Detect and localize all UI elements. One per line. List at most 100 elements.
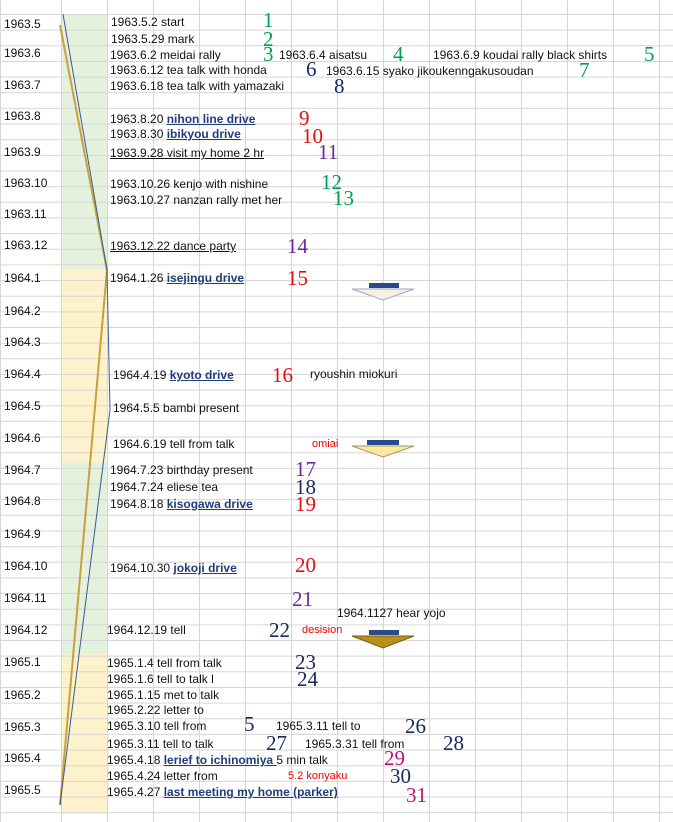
entry-1965-1-4[interactable]: 1965.1.4 tell from talk <box>107 656 222 670</box>
row-label-1963-6: 1963.6 <box>4 46 41 60</box>
entry-visit-home[interactable]: 1963.9.28 visit my home 2 hr <box>110 146 265 160</box>
index-number: 8 <box>334 74 345 98</box>
row-label-1964-11: 1964.11 <box>4 591 47 605</box>
entry-1965-1-15[interactable]: 1965.1.15 met to talk <box>107 688 220 702</box>
entry-desision[interactable]: desision <box>302 624 343 636</box>
row-label-1963-5: 1963.5 <box>4 17 41 31</box>
entry-1965-2-22[interactable]: 1965.2.22 letter to <box>107 703 204 717</box>
row-label-1965-4: 1965.4 <box>4 751 41 765</box>
entry-letter-from[interactable]: 1965.4.24 letter from <box>107 769 218 783</box>
entry-syako[interactable]: 1963.6.15 syako jikoukenngakusoudan <box>326 64 534 78</box>
index-number: 18 <box>295 475 316 499</box>
entry-title-link[interactable]: kyoto drive <box>169 368 234 382</box>
entry-tell-from-talk[interactable]: 1964.6.19 tell from talk <box>113 437 235 451</box>
index-number: 5 <box>644 42 655 66</box>
index-number: 2 <box>263 27 274 51</box>
entry-1965-3-31[interactable]: 1965.3.31 tell from <box>305 737 405 751</box>
index-number: 1 <box>263 8 274 32</box>
entry-tea-talk-honda[interactable]: 1963.6.12 tea talk with honda <box>110 63 267 77</box>
row-label-1963-10: 1963.10 <box>4 176 48 190</box>
row-label-1964-6: 1964.6 <box>4 431 41 445</box>
entry-mark[interactable]: 1963.5.29 mark <box>111 32 195 46</box>
entry-title-link[interactable]: nihon line drive <box>166 112 256 126</box>
entry-title-link[interactable]: isejingu drive <box>166 271 245 285</box>
index-number: 3 <box>263 42 274 66</box>
row-label-1964-8: 1964.8 <box>4 494 41 508</box>
index-number: 24 <box>297 667 318 691</box>
entry-title-link[interactable]: lerief to ichinomiya <box>163 753 277 767</box>
row-label-1963-7: 1963.7 <box>4 78 41 92</box>
index-number: 23 <box>295 650 316 674</box>
index-number: 29 <box>384 746 405 770</box>
index-number: 26 <box>405 714 426 738</box>
entry-eliese-tea[interactable]: 1964.7.24 eliese tea <box>110 480 219 494</box>
entry-title-link[interactable]: kisogawa drive <box>166 497 253 511</box>
row-label-1964-7: 1964.7 <box>4 463 41 477</box>
entry-1965-3-11-talk[interactable]: 1965.3.11 tell to talk <box>107 737 214 751</box>
entry-hear-yojo[interactable]: 1964.1127 hear yojo <box>337 606 446 620</box>
entry-date: 1964.8.18 <box>110 497 167 511</box>
index-number: 12 <box>321 170 342 194</box>
entry-kyoto-drive[interactable]: 1964.4.19 kyoto drive <box>113 368 234 382</box>
row-label-1965-1: 1965.1 <box>4 655 41 669</box>
yellow-band <box>61 269 107 462</box>
entry-kisogawa-drive[interactable]: 1964.8.18 kisogawa drive <box>110 497 253 511</box>
index-number: 15 <box>287 266 308 290</box>
entry-dance-party[interactable]: 1963.12.22 dance party <box>110 239 237 253</box>
index-number: 13 <box>333 186 354 210</box>
entry-konyaku[interactable]: 5.2 konyaku <box>288 770 348 782</box>
row-label-1965-2: 1965.2 <box>4 688 41 702</box>
index-number: 10 <box>302 124 323 148</box>
entry-start[interactable]: 1963.5.2 start <box>111 15 185 29</box>
entry-ibikyou-drive[interactable]: 1963.8.30 ibikyou drive <box>110 127 241 141</box>
entry-koudai-rally[interactable]: 1963.6.9 koudai rally black shirts <box>433 48 608 62</box>
row-label-1964-9: 1964.9 <box>4 527 41 541</box>
entry-aisatsu[interactable]: 1963.6.4 aisatsu <box>279 48 368 62</box>
entry-nihon-line-drive[interactable]: 1963.8.20 nihon line drive <box>110 112 255 126</box>
index-number: 28 <box>443 731 464 755</box>
entry-bambi[interactable]: 1964.5.5 bambi present <box>113 401 240 415</box>
entry-jokoji-drive[interactable]: 1964.10.30 jokoji drive <box>110 561 237 575</box>
row-label-1965-5: 1965.5 <box>4 783 41 797</box>
entry-nanzan-rally[interactable]: 1963.10.27 nanzan rally met her <box>110 193 283 207</box>
row-label-1964-1: 1964.1 <box>4 271 41 285</box>
entry-tea-talk-yamazaki[interactable]: 1963.6.18 tea talk with yamazaki <box>110 79 285 93</box>
entry-lerief-ichinomiya[interactable]: 1965.4.18 lerief to ichinomiya 5 min tal… <box>107 753 328 767</box>
entry-kenjo[interactable]: 1963.10.26 kenjo with nishine <box>110 177 269 191</box>
row-label-1964-5: 1964.5 <box>4 399 41 413</box>
entry-title-link[interactable]: jokoji drive <box>173 561 237 575</box>
row-label-1963-8: 1963.8 <box>4 109 41 123</box>
entry-date: 1964.1.26 <box>110 271 167 285</box>
entry-title-link[interactable]: last meeting my home (parker) <box>163 785 338 799</box>
row-label-1963-11: 1963.11 <box>4 207 47 221</box>
row-label-1964-3: 1964.3 <box>4 335 41 349</box>
index-number: 27 <box>266 731 287 755</box>
row-label-1964-4: 1964.4 <box>4 367 41 381</box>
row-label-1965-3: 1965.3 <box>4 720 41 734</box>
entry-title-link[interactable]: ibikyou drive <box>166 127 241 141</box>
row-label-1964-10: 1964.10 <box>4 559 48 573</box>
entry-isejingu-drive[interactable]: 1964.1.26 isejingu drive <box>110 271 244 285</box>
row-label-1963-9: 1963.9 <box>4 145 41 159</box>
entry-date: 1965.4.27 <box>107 785 164 799</box>
index-number: 5 <box>244 712 255 736</box>
index-number: 11 <box>318 140 339 164</box>
entry-1965-3-11-tell-to[interactable]: 1965.3.11 tell to <box>276 719 361 733</box>
entry-omiai[interactable]: omiai <box>312 438 339 450</box>
entry-ryoushin[interactable]: ryoushin miokuri <box>310 367 398 381</box>
index-number: 31 <box>406 783 427 807</box>
entry-meidai-rally[interactable]: 1963.6.2 meidai rally <box>110 48 221 62</box>
entry-birthday-present[interactable]: 1964.7.23 birthday present <box>110 463 253 477</box>
entry-1965-1-6[interactable]: 1965.1.6 tell to talk l <box>107 672 214 686</box>
green-band <box>61 14 107 269</box>
entry-last-meeting[interactable]: 1965.4.27 last meeting my home (parker) <box>107 785 338 799</box>
index-number: 19 <box>295 492 316 516</box>
entry-date: 1963.8.30 <box>110 127 167 141</box>
entry-1965-3-10[interactable]: 1965.3.10 tell from <box>107 719 207 733</box>
entry-date: 1963.8.20 <box>110 112 167 126</box>
index-number: 7 <box>579 58 590 82</box>
entry-tell-1964-12[interactable]: 1964.12.19 tell <box>107 623 186 637</box>
entry-date: 1964.4.19 <box>113 368 170 382</box>
index-number: 4 <box>393 42 404 66</box>
